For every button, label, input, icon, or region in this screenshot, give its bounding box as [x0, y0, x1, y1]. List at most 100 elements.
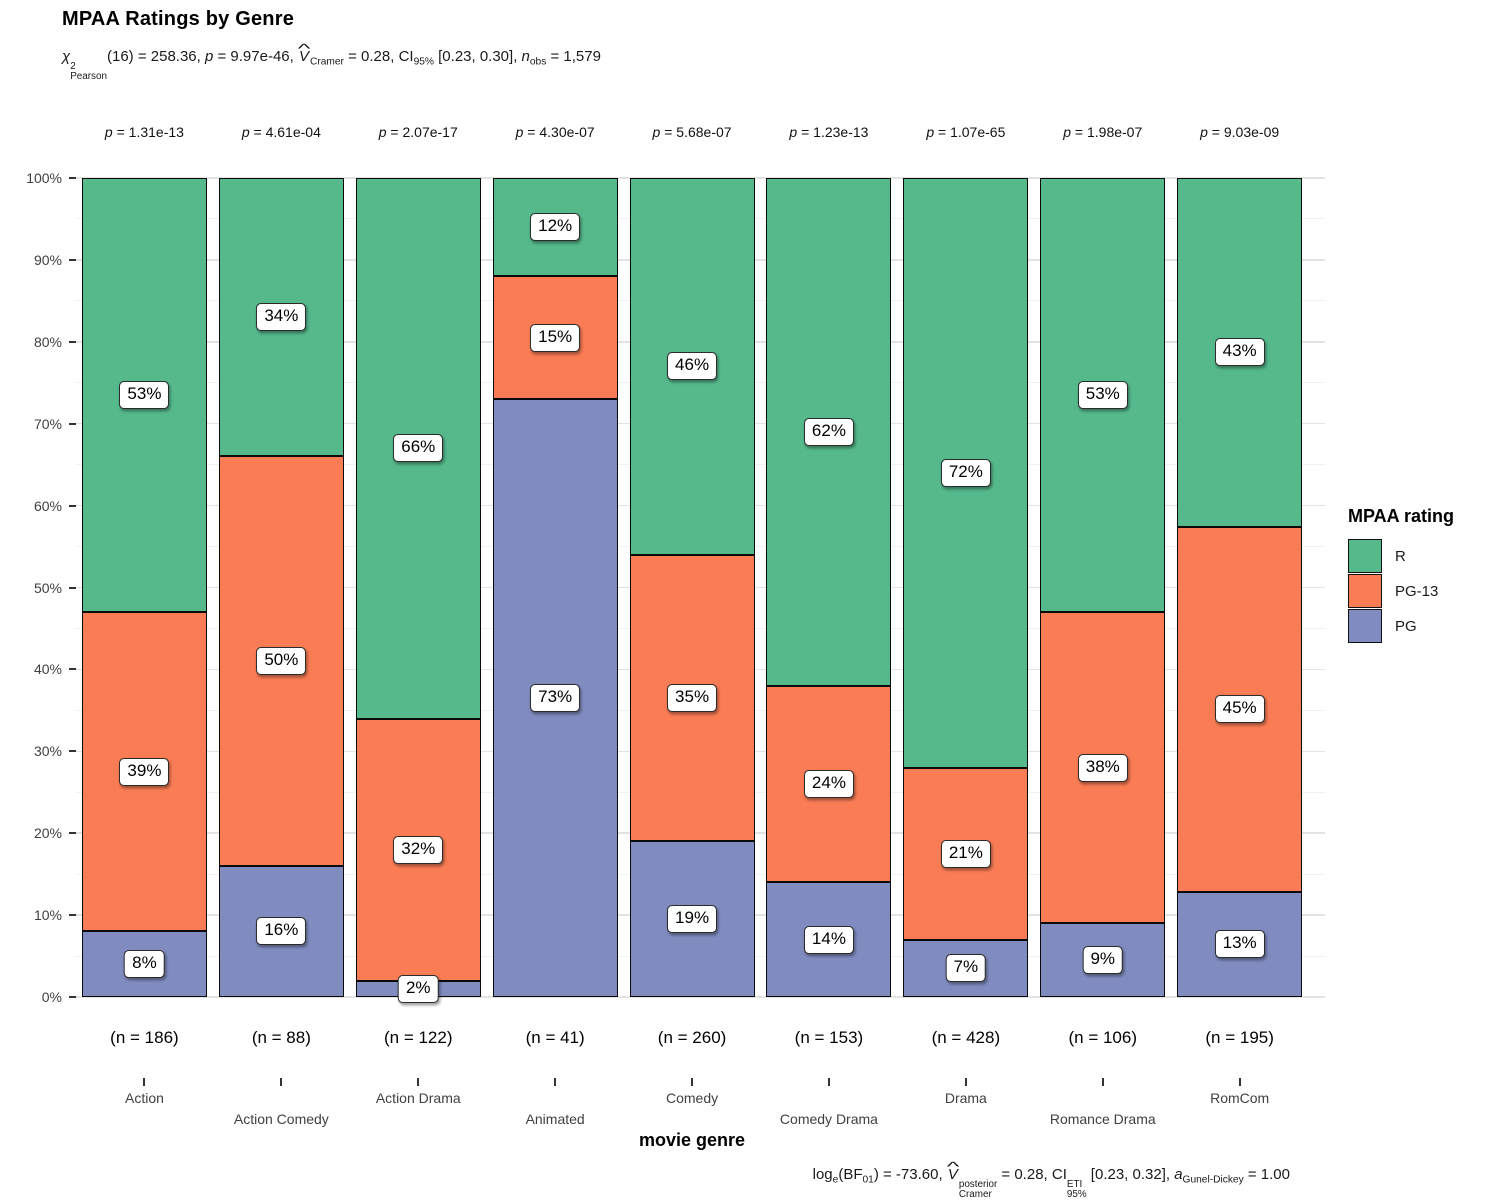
- segment-percent-label: 62%: [803, 417, 854, 446]
- formula-token: n: [521, 48, 530, 65]
- formula-token: e: [832, 1174, 839, 1186]
- formula-token: p: [652, 124, 661, 140]
- segment-percent-label: 9%: [1082, 946, 1124, 975]
- proportion-test-p-value: p = 1.23e-13: [789, 124, 869, 140]
- segment-percent-label: 66%: [393, 434, 444, 463]
- x-category-label: Action Comedy: [233, 1111, 329, 1127]
- y-axis-tick-label: 90%: [33, 251, 62, 268]
- y-axis-tick: [69, 668, 76, 671]
- segment-percent-label: 16%: [256, 917, 307, 946]
- x-category-label: Romance Drama: [1049, 1111, 1156, 1127]
- sample-size-label: (n = 428): [931, 1028, 1001, 1047]
- formula-token: = 1,579: [546, 48, 601, 65]
- segment-percent-label: 50%: [256, 647, 307, 676]
- proportion-test-p-value: p = 4.61e-04: [241, 124, 321, 140]
- y-axis-tick-label: 50%: [33, 579, 62, 596]
- formula-token: p: [789, 124, 798, 140]
- segment-percent-label: 45%: [1214, 695, 1265, 724]
- legend-items: R PG-13 PG: [1348, 539, 1454, 643]
- x-axis-tick: [280, 1078, 283, 1086]
- legend-swatch: [1348, 609, 1382, 643]
- formula-token: p: [515, 124, 524, 140]
- segment-percent-label: 19%: [667, 905, 718, 934]
- formula-token: p: [926, 124, 935, 140]
- sample-size-label: (n = 195): [1205, 1028, 1274, 1047]
- sample-size-label: (n = 106): [1068, 1028, 1138, 1047]
- legend-item-label: R: [1395, 547, 1406, 565]
- proportion-test-p-value: p = 4.30e-07: [515, 124, 595, 140]
- formula-token: p: [1063, 124, 1072, 140]
- formula-token: ETI 95%: [1066, 1178, 1087, 1200]
- formula-token: 95%: [413, 56, 434, 68]
- formula-token: V: [947, 1160, 959, 1190]
- y-axis-tick-label: 10%: [33, 907, 62, 924]
- legend-swatch: [1348, 539, 1382, 573]
- formula-token: p: [204, 48, 214, 65]
- x-category-label: Drama: [944, 1090, 987, 1106]
- segment-percent-label: 13%: [1214, 930, 1265, 959]
- segment-percent-label: 12%: [530, 213, 581, 242]
- formula-superscript: 2: [70, 60, 76, 72]
- segment-percent-label: 15%: [530, 323, 581, 352]
- y-axis-tick-label: 40%: [33, 661, 62, 678]
- sample-size-label: (n = 260): [657, 1028, 727, 1047]
- formula-subscript: 95%: [1066, 1189, 1087, 1200]
- segment-percent-label: 46%: [667, 352, 718, 381]
- formula-superscript: posterior: [958, 1178, 998, 1190]
- y-axis-tick-label: 80%: [33, 333, 62, 350]
- x-category-label: RomCom: [1210, 1090, 1270, 1106]
- y-axis-tick: [69, 422, 76, 425]
- y-axis-tick: [69, 586, 76, 589]
- formula-token: = 0.28, CI: [997, 1166, 1067, 1183]
- sample-size-label: (n = 41): [525, 1028, 585, 1047]
- formula-token: p: [241, 124, 250, 140]
- segment-percent-label: 14%: [803, 925, 854, 954]
- x-axis-tick: [554, 1078, 557, 1086]
- x-axis-tick: [1101, 1078, 1104, 1086]
- x-axis-tick: [691, 1078, 694, 1086]
- legend-title: MPAA rating: [1348, 506, 1454, 526]
- segment-percent-label: 39%: [119, 757, 170, 786]
- sample-size-label: (n = 153): [794, 1028, 864, 1047]
- legend-swatch: [1348, 574, 1382, 608]
- formula-token: posterior Cramer: [958, 1178, 998, 1200]
- segment-percent-label: 21%: [940, 839, 991, 868]
- legend: MPAA rating R PG-13 PG: [1348, 506, 1454, 644]
- segment-percent-label: 53%: [119, 381, 170, 409]
- proportion-test-p-value: p = 1.07e-65: [926, 124, 1006, 140]
- formula-token: = 9.97e-46,: [213, 48, 298, 65]
- formula-token: (BF: [838, 1166, 863, 1183]
- formula-token: [0.23, 0.32],: [1086, 1166, 1175, 1183]
- y-axis-tick-label: 0%: [41, 989, 62, 1005]
- sample-size-label: (n = 186): [110, 1028, 179, 1047]
- x-category-label: Animated: [525, 1111, 585, 1127]
- formula-token: p: [378, 124, 387, 140]
- formula-token: 01: [862, 1174, 874, 1186]
- y-axis-tick: [69, 340, 76, 343]
- y-axis-tick: [69, 177, 76, 179]
- x-axis-tick: [827, 1078, 830, 1086]
- segment-percent-label: 2%: [397, 974, 439, 1003]
- legend-item-label: PG-13: [1395, 582, 1439, 600]
- formula-superscript: ETI: [1066, 1178, 1083, 1190]
- y-axis-tick-label: 100%: [26, 170, 62, 186]
- y-axis-tick: [69, 914, 76, 917]
- formula-token: [0.23, 0.30],: [433, 48, 522, 65]
- segment-percent-label: 43%: [1214, 338, 1265, 367]
- proportion-test-p-value: p = 9.03e-09: [1200, 124, 1280, 140]
- legend-item: PG-13: [1348, 574, 1454, 608]
- segment-percent-label: 53%: [1077, 381, 1128, 409]
- formula-token: ) = -73.60,: [873, 1166, 947, 1183]
- x-category-label: Action Drama: [375, 1090, 461, 1106]
- formula-token: log: [812, 1166, 833, 1183]
- formula-token: Gunel-Dickey: [1182, 1174, 1244, 1186]
- x-axis-tick: [964, 1078, 967, 1086]
- x-category-label: Comedy Drama: [779, 1111, 878, 1127]
- segment-percent-label: 32%: [393, 835, 444, 864]
- proportion-test-p-value: p = 5.68e-07: [652, 124, 732, 140]
- proportion-test-p-value: p = 1.31e-13: [104, 124, 184, 140]
- formula-token: V: [298, 42, 310, 72]
